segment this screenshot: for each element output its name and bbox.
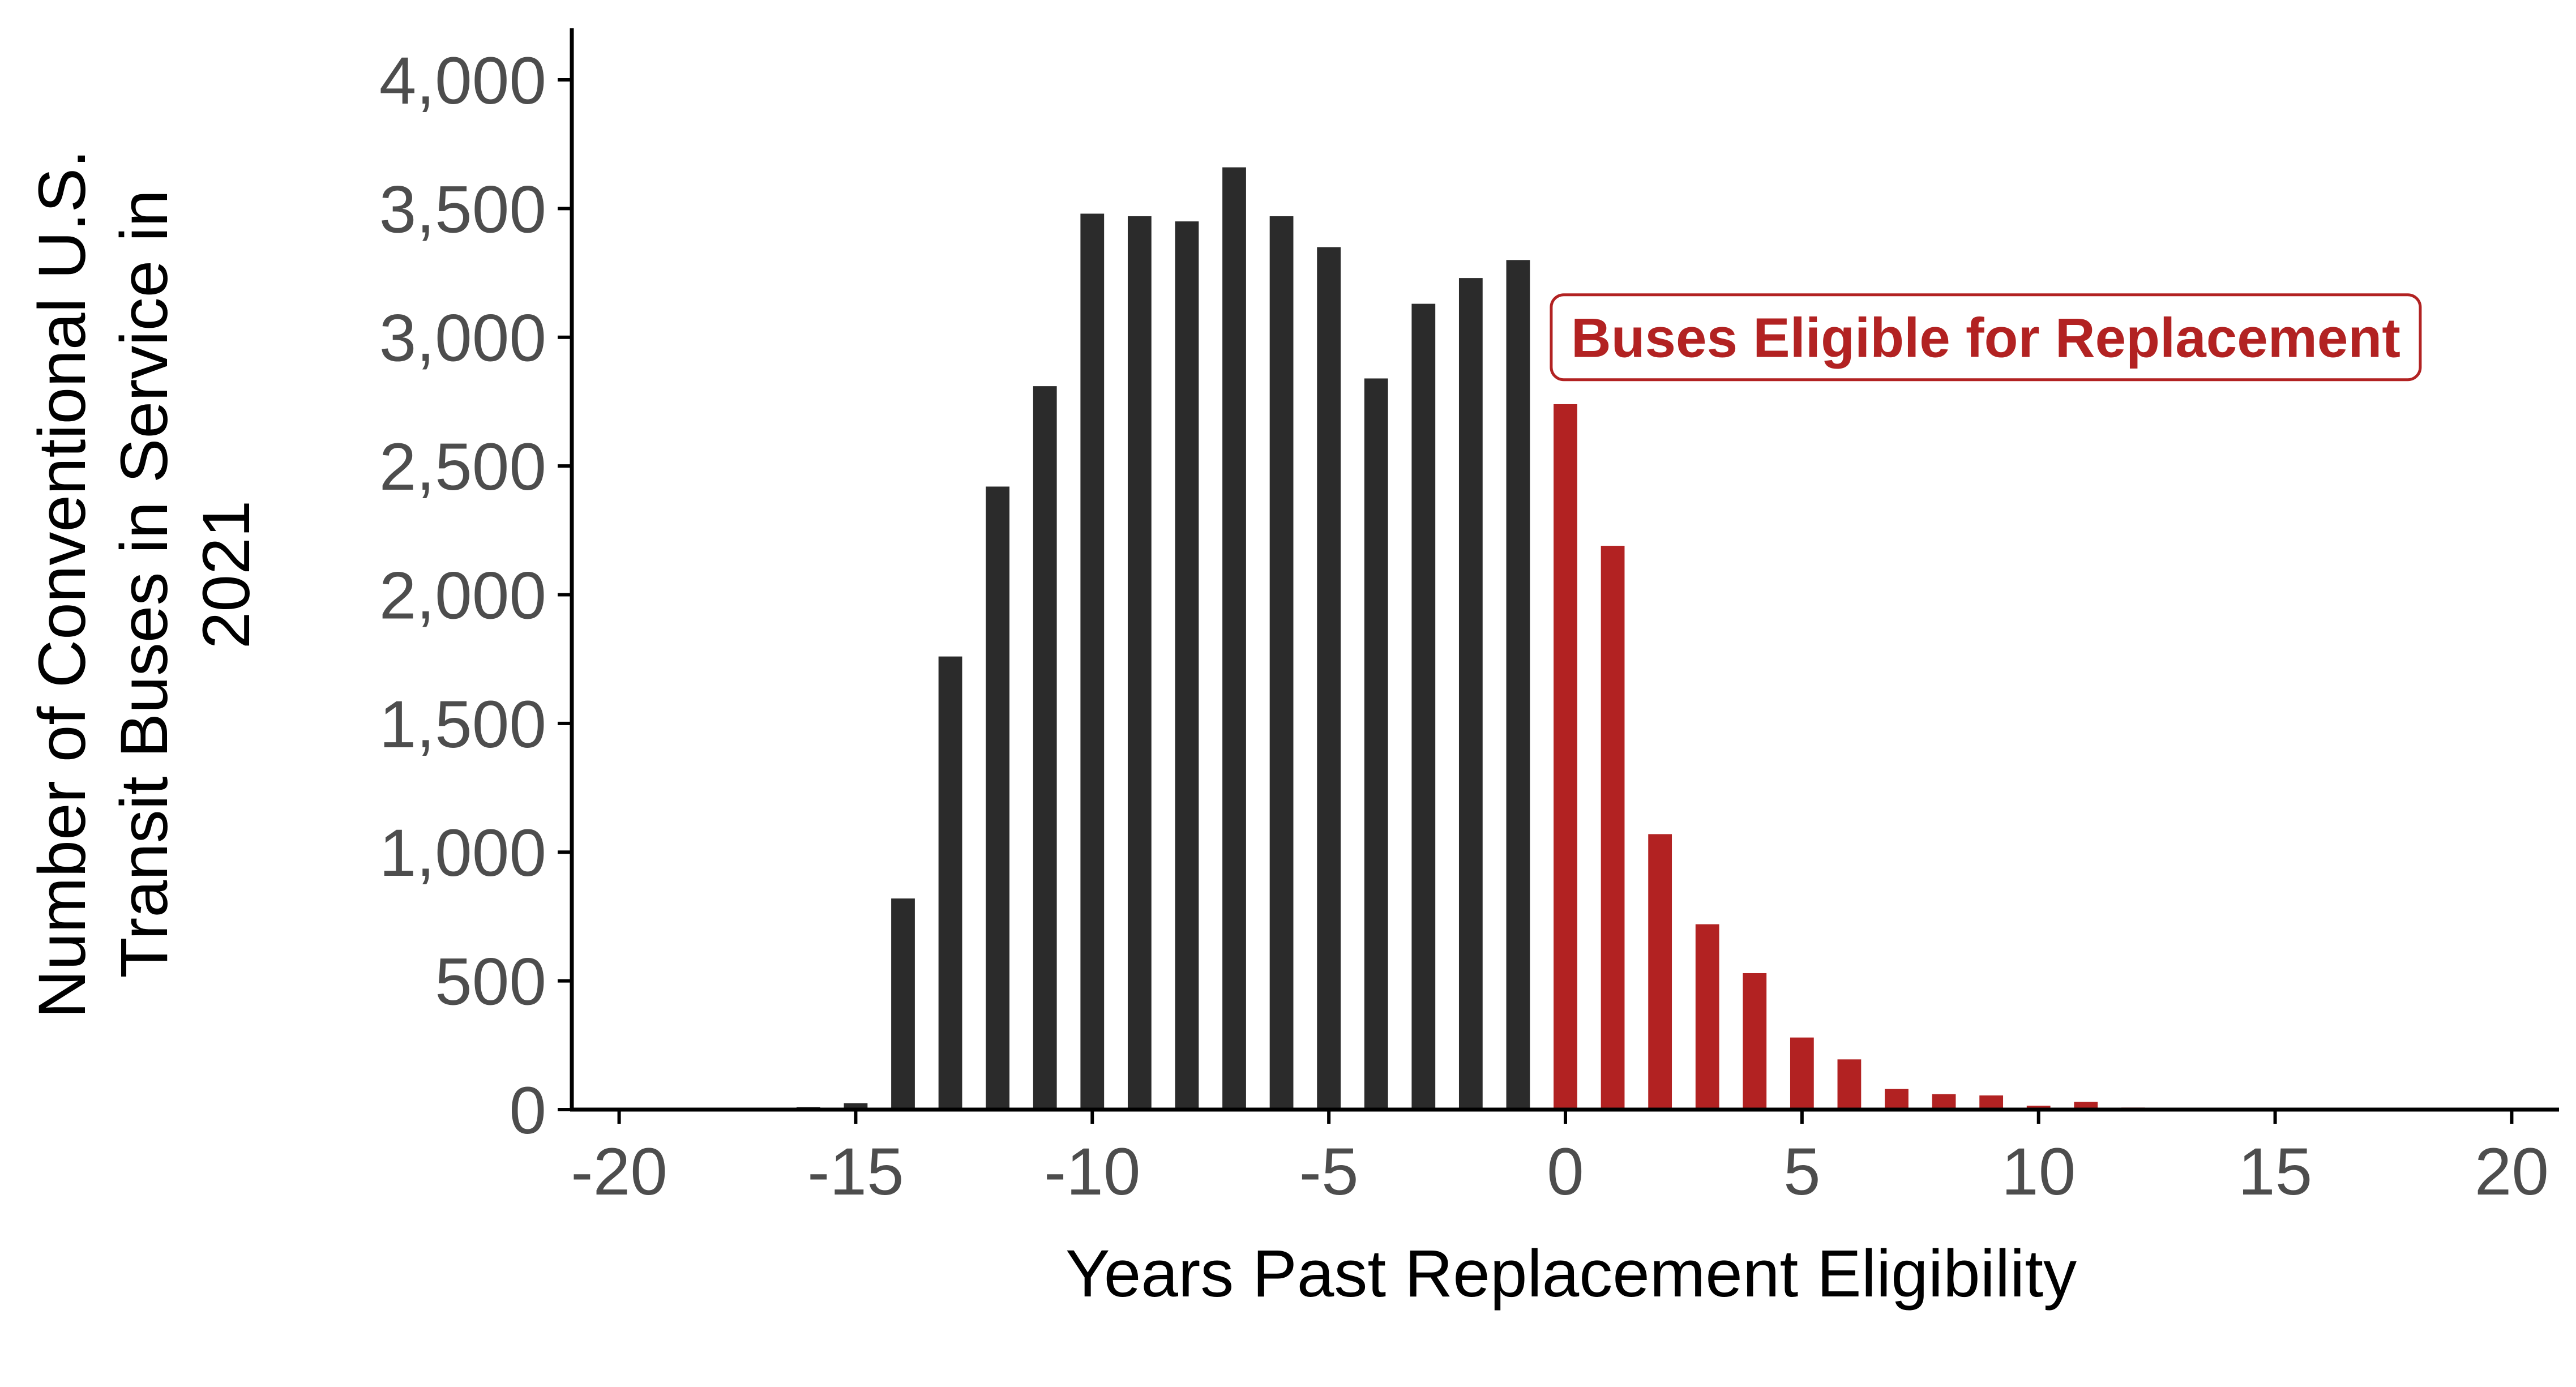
x-tick-label: 10 [2001,1135,2076,1209]
bar-not-eligible--4 [1364,378,1388,1110]
y-tick-label: 500 [435,945,546,1020]
x-tick-label: -15 [807,1135,904,1209]
y-tick-labels: 0 500 1,000 1,500 2,000 2,500 3,000 3,500 4,000 [379,44,546,1148]
annotation-group: Buses Eligible for Replacement [1550,293,2422,382]
bar-eligible-9 [1979,1095,2004,1110]
bar-not-eligible--3 [1411,303,1436,1110]
bar-eligible-4 [1743,973,1767,1110]
bar-not-eligible--12 [986,486,1010,1110]
y-tick-label: 4,000 [379,44,546,118]
x-tick-label: 15 [2238,1135,2312,1209]
bar-eligible-6 [1837,1059,1862,1110]
x-axis-title: Years Past Replacement Eligibility [1066,1236,2077,1311]
x-tick-label: -5 [1299,1135,1359,1209]
x-tick-labels: -20 -15 -10 -5 0 5 10 15 20 [571,1135,2549,1209]
bar-not-eligible--10 [1080,213,1105,1110]
y-axis-title-line-2: Transit Buses in Service in [107,190,182,978]
bar-eligible-0 [1554,404,1577,1110]
x-tick-label: -20 [571,1135,667,1209]
annotation-label: Buses Eligible for Replacement [1571,307,2400,369]
y-axis-title-line-1: Number of Conventional U.S. [25,149,100,1018]
bar-eligible-3 [1695,924,1719,1110]
bar-not-eligible--15 [844,1103,868,1110]
y-tick-label: 3,500 [379,172,546,247]
y-tick-label: 1,000 [379,816,546,891]
y-axis-title-line-3: 2021 [189,500,264,649]
y-tick-label: 2,500 [379,430,546,504]
y-tick-label: 2,000 [379,558,546,633]
bar-eligible-2 [1648,834,1672,1110]
y-tick-label: 0 [509,1073,546,1148]
bar-not-eligible--13 [938,656,962,1110]
bar-not-eligible--8 [1175,221,1199,1110]
bar-not-eligible--11 [1033,386,1057,1110]
bar-not-eligible--2 [1458,278,1483,1110]
x-tick-label: 20 [2475,1135,2549,1209]
bar-eligible-5 [1790,1037,1814,1110]
y-axis-title: Number of Conventional U.S. Transit Buse… [25,131,264,1018]
bar-not-eligible--5 [1317,247,1341,1110]
bar-not-eligible--1 [1506,260,1530,1110]
bar-eligible-7 [1885,1089,1909,1110]
bar-not-eligible--7 [1222,167,1246,1110]
bar-eligible-1 [1601,546,1625,1110]
x-tick-label: -10 [1044,1135,1141,1209]
bar-not-eligible--6 [1269,216,1294,1110]
y-tick-label: 3,000 [379,301,546,376]
axes-group [558,28,2559,1124]
y-tick-label: 1,500 [379,687,546,762]
bar-not-eligible--9 [1127,216,1152,1110]
bars-group [749,167,2335,1110]
x-tick-label: 5 [1783,1135,1821,1209]
x-tick-label: 0 [1547,1135,1584,1209]
bar-not-eligible--14 [891,898,915,1110]
annotation-box [1550,293,2422,382]
bar-eligible-8 [1932,1094,1956,1110]
